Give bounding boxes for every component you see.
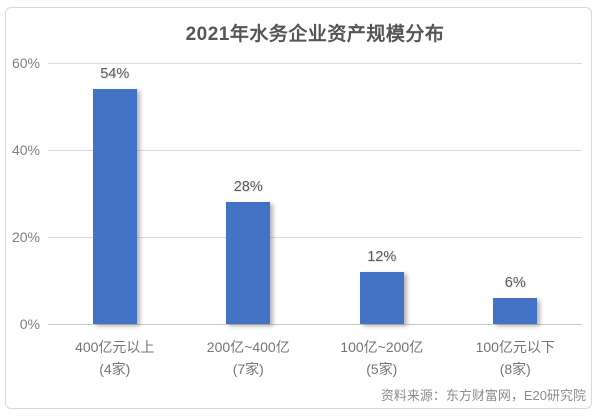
y-tick-label: 60% — [11, 55, 40, 71]
bar — [493, 297, 538, 324]
x-category-label: 100亿~200亿 (5家) — [315, 336, 449, 380]
bar-value-label: 28% — [233, 179, 263, 196]
x-category-range: 100亿~200亿 — [340, 339, 424, 355]
x-axis-labels: 400亿元以上 (4家) 200亿~400亿 (7家) 100亿~200亿 (5家) 100… — [48, 336, 582, 380]
x-category-range: 100亿元以下 — [475, 339, 555, 355]
x-category-count: (4家) — [99, 361, 131, 377]
bar — [226, 202, 271, 324]
x-category-label: 200亿~400亿 (7家) — [182, 336, 316, 380]
gridline — [48, 63, 582, 64]
gridline — [48, 237, 582, 238]
x-category-range: 400亿元以上 — [75, 339, 155, 355]
x-category-label: 400亿元以上 (4家) — [48, 336, 182, 380]
y-tick-label: 40% — [11, 142, 40, 158]
bar-value-label: 6% — [504, 274, 526, 291]
x-category-count: (5家) — [366, 361, 398, 377]
bar — [359, 271, 404, 324]
x-category-count: (7家) — [232, 361, 264, 377]
x-category-count: (8家) — [499, 361, 531, 377]
y-tick-label: 20% — [11, 229, 40, 245]
bar — [92, 89, 137, 324]
source-note: 资料来源：东方财富网，E20研究院 — [380, 388, 586, 403]
bar-value-label: 54% — [100, 66, 130, 83]
gridline — [48, 150, 582, 151]
y-tick-label: 0% — [19, 316, 40, 332]
x-category-range: 200亿~400亿 — [206, 339, 290, 355]
plot-area: 54% 28% 12% 6% — [48, 63, 582, 325]
x-axis-baseline — [48, 324, 582, 325]
x-category-label: 100亿元以下 (8家) — [449, 336, 583, 380]
chart-title: 2021年水务企业资产规模分布 — [185, 24, 445, 45]
bar-value-label: 12% — [367, 248, 397, 265]
